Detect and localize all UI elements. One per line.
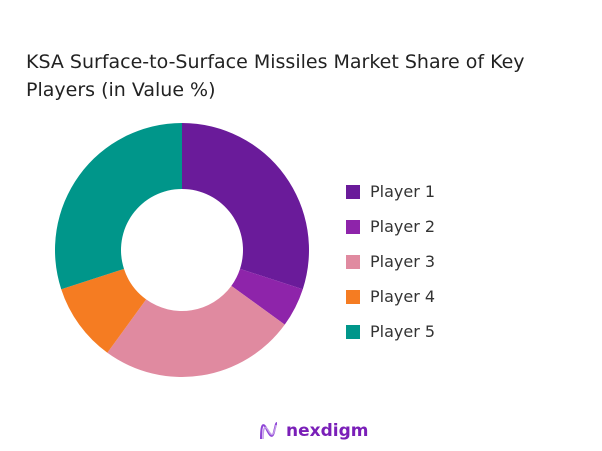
legend-swatch [346, 324, 360, 339]
chart-title: KSA Surface-to-Surface Missiles Market S… [26, 51, 525, 101]
slice-player-4 [61, 268, 147, 353]
slice-player-3 [107, 285, 285, 377]
legend-item: Player 4 [346, 279, 435, 314]
legend-swatch [346, 289, 360, 304]
legend-swatch [346, 184, 360, 199]
slice-player-2 [231, 268, 303, 325]
legend-label: Player 1 [370, 182, 436, 201]
legend-item: Player 2 [346, 209, 435, 244]
legend-swatch [346, 219, 360, 234]
slice-player-1 [182, 123, 309, 290]
legend-label: Player 5 [370, 322, 436, 341]
legend-label: Player 4 [370, 287, 436, 306]
legend: Player 1 Player 2 Player 3 Player 4 Player 5 [346, 174, 435, 349]
slice-player-5 [54, 123, 182, 290]
nexdigm-logo-icon [260, 422, 278, 440]
legend-label: Player 3 [370, 252, 436, 271]
legend-item: Player 1 [346, 174, 435, 209]
legend-item: Player 3 [346, 244, 435, 279]
legend-swatch [346, 254, 360, 269]
legend-label: Player 2 [370, 217, 436, 236]
nexdigm-logo-text: nexdigm [286, 421, 369, 441]
legend-item: Player 5 [346, 314, 435, 349]
nexdigm-logo: nexdigm [258, 420, 368, 442]
